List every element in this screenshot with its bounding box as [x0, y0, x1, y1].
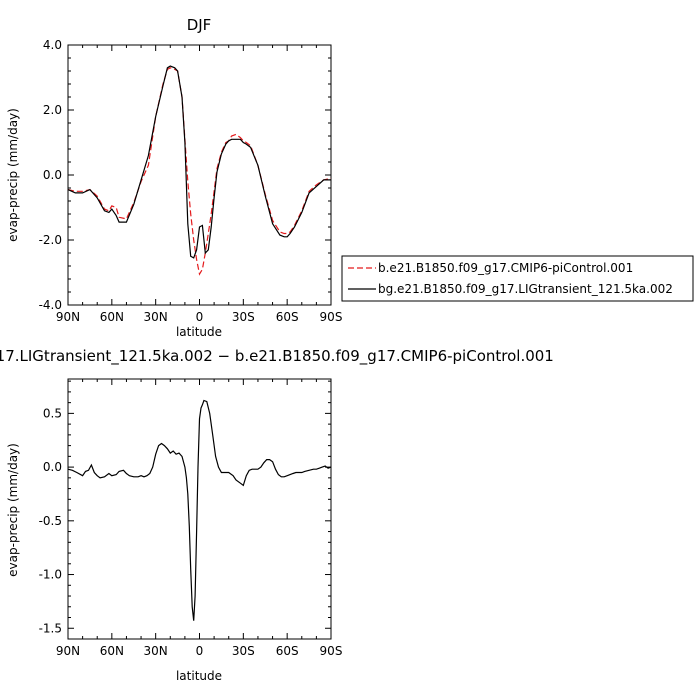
top-series-group — [67, 65, 332, 276]
bottom-y-tick-label: -1.5 — [39, 621, 62, 635]
bottom-x-tick-label: 90S — [320, 644, 343, 658]
bottom-chart-title: bg.e21.B1850.f09_g17.LIGtransient_121.5k… — [0, 347, 554, 366]
legend-box — [341, 255, 694, 302]
bottom-y-tick-label: 0.0 — [43, 460, 62, 474]
top-x-tick-label: 60N — [100, 310, 124, 324]
top-y-tick-label: 0.0 — [43, 168, 62, 182]
bottom-x-axis-label: latitude — [176, 669, 222, 683]
top-x-axis: 90N 60N 30N 0 30S 60S 90S — [56, 45, 343, 324]
bottom-x-tick-label: 60N — [100, 644, 124, 658]
bottom-y-tick-label: -1.0 — [39, 568, 62, 582]
bottom-x-tick-label: 60S — [276, 644, 299, 658]
bottom-y-tick-label: -0.5 — [39, 514, 62, 528]
top-x-tick-label: 90S — [320, 310, 343, 324]
bottom-panel: bg.e21.B1850.f09_g17.LIGtransient_121.5k… — [0, 347, 554, 683]
bottom-x-tick-label: 0 — [196, 644, 204, 658]
top-y-axis-label: evap-precip (mm/day) — [6, 108, 20, 242]
top-x-tick-label: 30N — [144, 310, 168, 324]
top-y-tick-label: 2.0 — [43, 103, 62, 117]
top-x-axis-label: latitude — [176, 325, 222, 339]
top-y-axis: -4.0 -2.0 0.0 2.0 4.0 — [39, 38, 331, 312]
bottom-x-tick-label: 30S — [232, 644, 255, 658]
bottom-y-tick-label: 0.5 — [43, 406, 62, 420]
bottom-series-group — [67, 399, 332, 621]
bottom-x-tick-label: 30N — [144, 644, 168, 658]
bottom-x-axis: 90N 60N 30N 0 30S 60S 90S — [56, 379, 343, 658]
top-x-tick-label: 60S — [276, 310, 299, 324]
bottom-y-axis: -1.5 -1.0 -0.5 0.0 0.5 — [39, 380, 331, 640]
top-y-tick-label: -4.0 — [39, 298, 62, 312]
bottom-x-tick-label: 90N — [56, 644, 80, 658]
top-y-tick-label: 4.0 — [43, 38, 62, 52]
legend-label-picontrol: b.e21.B1850.f09_g17.CMIP6-piControl.001 — [378, 261, 633, 275]
top-x-tick-label: 0 — [196, 310, 204, 324]
top-plot-frame — [67, 44, 332, 306]
top-x-tick-label: 90N — [56, 310, 80, 324]
top-series-line-0 — [67, 67, 332, 276]
legend: b.e21.B1850.f09_g17.CMIP6-piControl.001 … — [341, 255, 694, 302]
bottom-series-line-0 — [67, 399, 332, 621]
top-panel: DJF 90N 60N 30N 0 30S 60S 90S -4.0 -2.0 0.0 2.0 4.… — [6, 16, 694, 339]
legend-label-ligtransient: bg.e21.B1850.f09_g17.LIGtransient_121.5k… — [378, 282, 673, 296]
top-y-tick-label: -2.0 — [39, 233, 62, 247]
top-x-tick-label: 30S — [232, 310, 255, 324]
top-chart-title: DJF — [187, 16, 212, 34]
top-series-line-1 — [67, 65, 331, 259]
bottom-y-axis-label: evap-precip (mm/day) — [6, 443, 20, 577]
